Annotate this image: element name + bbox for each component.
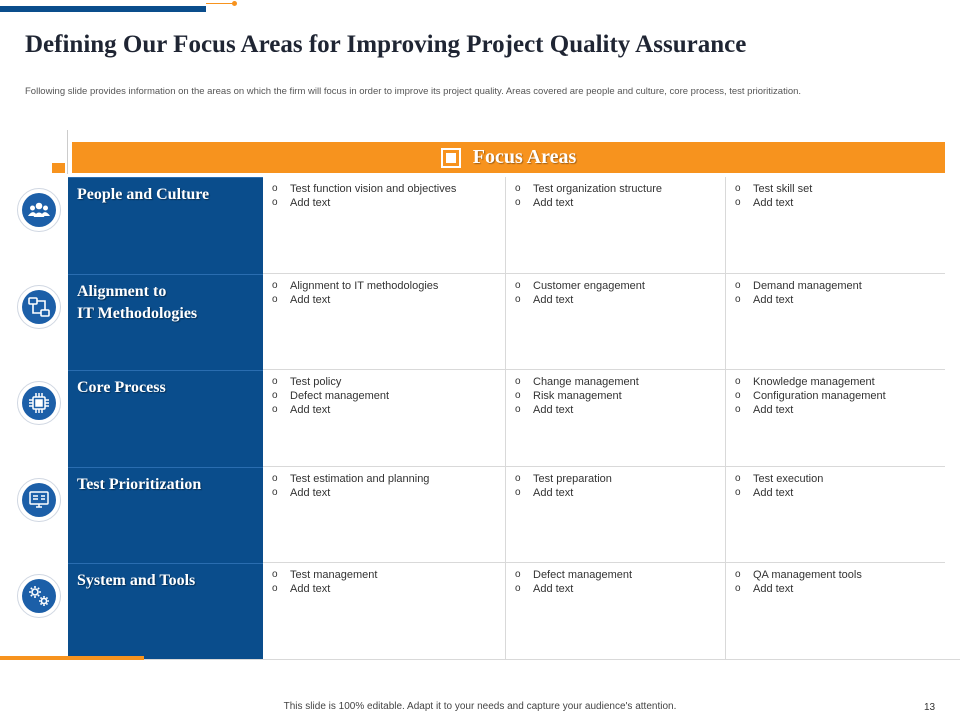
bottom-accent-bar — [0, 656, 144, 660]
list-item: Test estimation and planning — [263, 472, 505, 486]
list-item: Test skill set — [726, 182, 945, 196]
top-accent-dot — [232, 1, 237, 6]
list-item: Add text — [263, 293, 505, 307]
people-icon — [17, 188, 61, 232]
table-cell: Alignment to IT methodologies Add text — [263, 273, 506, 370]
gears-icon — [17, 574, 61, 618]
table-cell: Test execution Add text — [726, 467, 945, 563]
list-item: Demand management — [726, 279, 945, 293]
chip-icon — [17, 381, 61, 425]
category-label: Core Process — [77, 379, 166, 396]
table-cell: Knowledge management Configuration manag… — [726, 370, 945, 467]
monitor-icon — [17, 477, 61, 522]
list-item: Add text — [506, 486, 725, 500]
bottom-divider — [144, 659, 960, 660]
list-item: Add text — [726, 293, 945, 307]
list-item: Add text — [506, 293, 725, 307]
list-item: QA management tools — [726, 568, 945, 582]
category-people-and-culture: People and Culture — [68, 177, 263, 274]
page-subtitle: Following slide provides information on … — [25, 86, 802, 97]
table-row: Core Process Test policy Defect manageme… — [0, 370, 960, 467]
top-accent-bar — [0, 6, 206, 12]
list-item: Add text — [263, 403, 505, 417]
list-item: Test execution — [726, 472, 945, 486]
list-item: Defect management — [263, 389, 505, 403]
focus-areas-table: People and Culture Test function vision … — [0, 177, 960, 660]
table-cell: Customer engagement Add text — [506, 273, 726, 370]
focus-areas-header: Focus Areas — [72, 142, 945, 173]
workflow-icon — [17, 284, 61, 329]
category-test-prioritization: Test Prioritization — [68, 466, 263, 563]
category-system-and-tools: System and Tools — [68, 563, 263, 660]
list-item: Risk management — [506, 389, 725, 403]
list-item: Test management — [263, 568, 505, 582]
table-cell: Test estimation and planning Add text — [263, 466, 506, 563]
footer-note: This slide is 100% editable. Adapt it to… — [283, 701, 677, 712]
table-cell: Defect management Add text — [506, 563, 726, 660]
page-title: Defining Our Focus Areas for Improving P… — [25, 31, 747, 58]
list-item: Change management — [506, 375, 725, 389]
list-item: Add text — [726, 486, 945, 500]
list-item: Test organization structure — [506, 182, 725, 196]
table-row: System and Tools Test management Add tex… — [0, 563, 960, 660]
list-item: Add text — [726, 582, 945, 596]
category-label: System and Tools — [77, 572, 196, 589]
table-cell: Change management Risk management Add te… — [506, 370, 726, 467]
list-item: Alignment to IT methodologies — [263, 279, 505, 293]
list-item: Add text — [726, 403, 945, 417]
top-accent-line — [206, 3, 234, 4]
focus-areas-header-label: Focus Areas — [472, 146, 577, 168]
list-item: Add text — [263, 582, 505, 596]
list-item: Test function vision and objectives — [263, 182, 505, 196]
category-alignment-to-it-methodologies: Alignment to IT Methodologies — [68, 273, 263, 370]
category-label: Test Prioritization — [77, 475, 202, 493]
list-item: Add text — [506, 582, 725, 596]
list-item: Add text — [506, 403, 725, 417]
table-cell: Test skill set Add text — [726, 177, 945, 274]
category-label: Alignment to IT Methodologies — [77, 282, 198, 322]
category-label: People and Culture — [77, 186, 210, 203]
list-item: Add text — [506, 196, 725, 210]
list-item: Test policy — [263, 375, 505, 389]
table-row: Alignment to IT Methodologies Alignment … — [0, 273, 960, 370]
list-item: Add text — [726, 196, 945, 210]
table-cell: Test organization structure Add text — [506, 177, 726, 274]
divider-line — [67, 130, 68, 174]
page-number: 13 — [924, 702, 936, 713]
list-item: Add text — [263, 486, 505, 500]
list-item: Test preparation — [506, 472, 725, 486]
list-item: Knowledge management — [726, 375, 945, 389]
list-item: Customer engagement — [506, 279, 725, 293]
list-item: Defect management — [506, 568, 725, 582]
list-item: Add text — [263, 196, 505, 210]
table-cell: QA management tools Add text — [726, 563, 945, 660]
table-cell: Demand management Add text — [726, 274, 945, 370]
list-item: Configuration management — [726, 389, 945, 403]
table-cell: Test preparation Add text — [506, 466, 726, 563]
table-cell: Test function vision and objectives Add … — [263, 177, 506, 274]
frame-icon — [440, 147, 461, 168]
orange-accent-square — [52, 163, 65, 173]
table-row: Test Prioritization Test estimation and … — [0, 466, 960, 563]
category-core-process: Core Process — [68, 370, 263, 467]
table-row: People and Culture Test function vision … — [0, 177, 960, 274]
table-cell: Test policy Defect management Add text — [263, 370, 506, 467]
table-cell: Test management Add text — [263, 563, 506, 660]
